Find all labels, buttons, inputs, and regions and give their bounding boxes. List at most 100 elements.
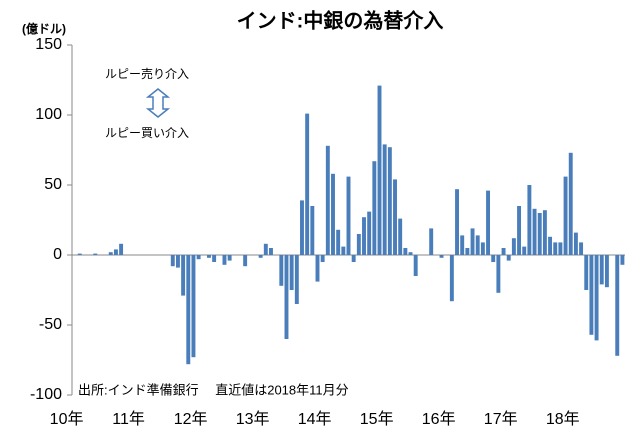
bar (186, 255, 191, 365)
annotation: ルピー買い介入 (105, 126, 189, 140)
bar (548, 236, 553, 255)
bar (584, 255, 589, 290)
y-unit: (億ドル) (22, 21, 66, 36)
y-tick-label: 0 (53, 246, 62, 263)
bar (439, 255, 444, 258)
bar (475, 235, 480, 255)
source-note: 出所:インド準備銀行 直近値は2018年11月分 (78, 382, 349, 397)
bar (222, 255, 227, 265)
x-tick-label: 14年 (298, 410, 332, 428)
bar (341, 246, 346, 255)
bar (206, 255, 211, 258)
bar (460, 235, 465, 255)
bar (599, 255, 604, 285)
bar (325, 145, 330, 255)
bar (294, 255, 299, 304)
bar (573, 232, 578, 255)
bar (336, 229, 341, 255)
bar (258, 255, 263, 258)
bar (351, 255, 356, 262)
bar (517, 206, 522, 255)
bar (398, 218, 403, 255)
bar (331, 173, 335, 255)
bar (455, 189, 459, 255)
bar (393, 179, 397, 255)
bar (320, 255, 325, 262)
bar (429, 228, 434, 255)
bar (108, 252, 113, 255)
bar (465, 248, 470, 255)
bar (511, 238, 516, 255)
bar (269, 248, 273, 255)
bar (496, 255, 501, 293)
bar (362, 217, 366, 255)
bar (243, 255, 248, 267)
bar (212, 255, 217, 262)
bar (413, 255, 418, 276)
bar (553, 242, 558, 255)
bar (119, 243, 124, 255)
bar (486, 190, 491, 255)
bar (620, 255, 625, 265)
x-tick-label: 17年 (484, 410, 518, 428)
bar (305, 113, 310, 255)
bar (191, 255, 196, 358)
bar (594, 255, 599, 341)
bar (113, 249, 118, 255)
y-tick-label: -50 (39, 316, 62, 333)
bar (589, 255, 594, 335)
y-tick-label: -100 (30, 386, 62, 403)
bar (181, 255, 186, 296)
bar (387, 147, 392, 255)
annotation: ルピー売り介入 (105, 66, 189, 81)
bar (279, 255, 284, 286)
bar (300, 200, 304, 255)
bar (537, 213, 542, 255)
bar (449, 255, 454, 302)
bar (346, 176, 351, 255)
bar (558, 242, 563, 255)
x-tick-label: 13年 (236, 410, 270, 428)
bar (263, 243, 268, 255)
bar (93, 253, 98, 255)
bar (522, 246, 527, 255)
double-arrow (145, 88, 171, 118)
bar (491, 255, 496, 262)
bar (227, 255, 232, 261)
bar (382, 144, 387, 255)
bar (315, 255, 320, 282)
bar (377, 85, 382, 255)
x-tick-label: 12年 (174, 410, 208, 428)
bar (196, 255, 201, 260)
bar (408, 252, 413, 255)
bar (284, 255, 289, 339)
x-tick-label: 15年 (360, 410, 394, 428)
y-tick-label: 50 (44, 176, 62, 193)
bar (542, 210, 547, 255)
bar (532, 208, 537, 255)
bar (356, 234, 361, 255)
bar (615, 255, 620, 356)
bar (579, 242, 584, 255)
y-tick-label: 100 (35, 106, 62, 123)
bar (310, 206, 315, 255)
bar (501, 248, 506, 255)
bar (480, 242, 485, 255)
chart-title: インド:中銀の為替介入 (237, 8, 444, 32)
x-tick-label: 18年 (546, 410, 580, 428)
bar (170, 255, 175, 267)
bar (568, 152, 573, 255)
bar (506, 255, 511, 261)
bar (527, 185, 532, 255)
bar (563, 176, 568, 255)
bar (289, 255, 294, 290)
x-tick-label: 11年 (112, 410, 145, 428)
bar (604, 255, 609, 288)
bar (367, 211, 372, 255)
bar (77, 253, 82, 255)
bar (372, 161, 377, 255)
bar (403, 248, 408, 255)
bar (175, 255, 180, 268)
x-tick-label: 16年 (422, 410, 456, 428)
